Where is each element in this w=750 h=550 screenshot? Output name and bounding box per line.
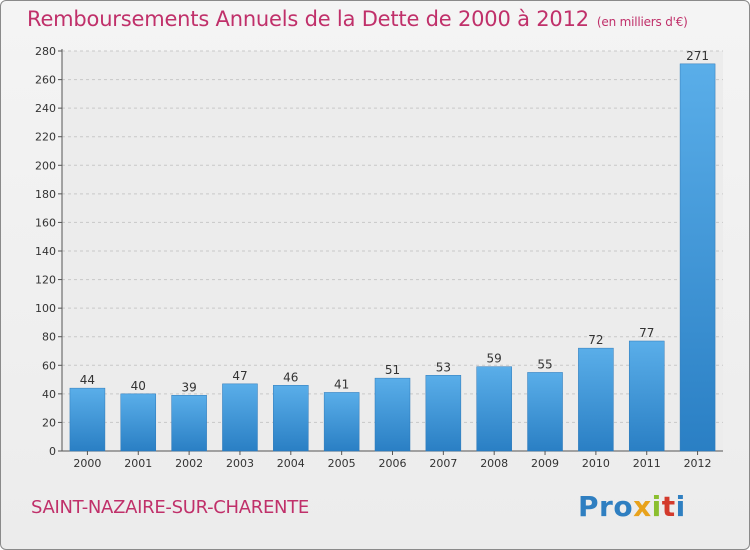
bar	[578, 347, 614, 452]
y-tick-label: 220	[35, 131, 56, 144]
data-label: 72	[588, 333, 603, 347]
title-text: Remboursements Annuels de la Dette de 20…	[27, 7, 589, 31]
y-tick-label: 180	[35, 188, 56, 201]
bar	[679, 63, 716, 452]
bar	[273, 385, 309, 452]
x-tick-label: 2005	[328, 457, 356, 470]
bar	[374, 377, 411, 452]
y-tick-label: 20	[42, 416, 56, 429]
bar	[425, 375, 462, 452]
bar	[628, 340, 665, 452]
data-label: 46	[283, 370, 298, 384]
x-tick-label: 2012	[684, 457, 712, 470]
x-tick-label: 2007	[429, 457, 457, 470]
y-tick-label: 40	[42, 388, 56, 401]
data-label: 47	[232, 369, 247, 383]
x-tick-label: 2004	[277, 457, 305, 470]
x-tick-label: 2002	[175, 457, 203, 470]
x-tick-label: 2008	[480, 457, 508, 470]
x-tick-label: 2010	[582, 457, 610, 470]
x-tick-label: 2000	[73, 457, 101, 470]
y-tick-label: 100	[35, 302, 56, 315]
proxiti-logo: Proxiti	[578, 490, 686, 523]
x-tick-label: 2009	[531, 457, 559, 470]
chart-subtitle: (en milliers d'€)	[596, 15, 688, 29]
data-label: 271	[686, 49, 709, 63]
data-label: 41	[334, 377, 349, 391]
data-label: 39	[181, 380, 196, 394]
bar	[69, 387, 106, 452]
y-tick-label: 140	[35, 245, 56, 258]
bar	[476, 366, 512, 452]
y-tick-label: 240	[35, 102, 56, 115]
data-label: 53	[436, 360, 451, 374]
y-tick-label: 160	[35, 216, 56, 229]
y-tick-label: 0	[49, 445, 56, 458]
data-label: 40	[131, 379, 146, 393]
data-label: 59	[487, 352, 502, 366]
chart-title: Remboursements Annuels de la Dette de 20…	[27, 7, 688, 31]
y-tick-label: 80	[42, 331, 56, 344]
bar	[527, 372, 563, 452]
bar	[222, 383, 258, 452]
x-tick-label: 2003	[226, 457, 254, 470]
data-label: 55	[537, 357, 552, 371]
data-label: 44	[80, 373, 95, 387]
x-tick-label: 2001	[124, 457, 152, 470]
bar	[171, 395, 207, 452]
bar	[323, 392, 360, 452]
y-tick-label: 60	[42, 359, 56, 372]
y-tick-label: 260	[35, 74, 56, 87]
y-tick-label: 120	[35, 274, 56, 287]
bar	[120, 393, 157, 452]
y-tick-label: 200	[35, 159, 56, 172]
x-tick-label: 2011	[633, 457, 661, 470]
x-tick-label: 2006	[379, 457, 407, 470]
y-tick-label: 280	[35, 45, 56, 58]
commune-name: SAINT-NAZAIRE-SUR-CHARENTE	[31, 497, 309, 518]
data-label: 51	[385, 363, 400, 377]
data-label: 77	[639, 326, 654, 340]
